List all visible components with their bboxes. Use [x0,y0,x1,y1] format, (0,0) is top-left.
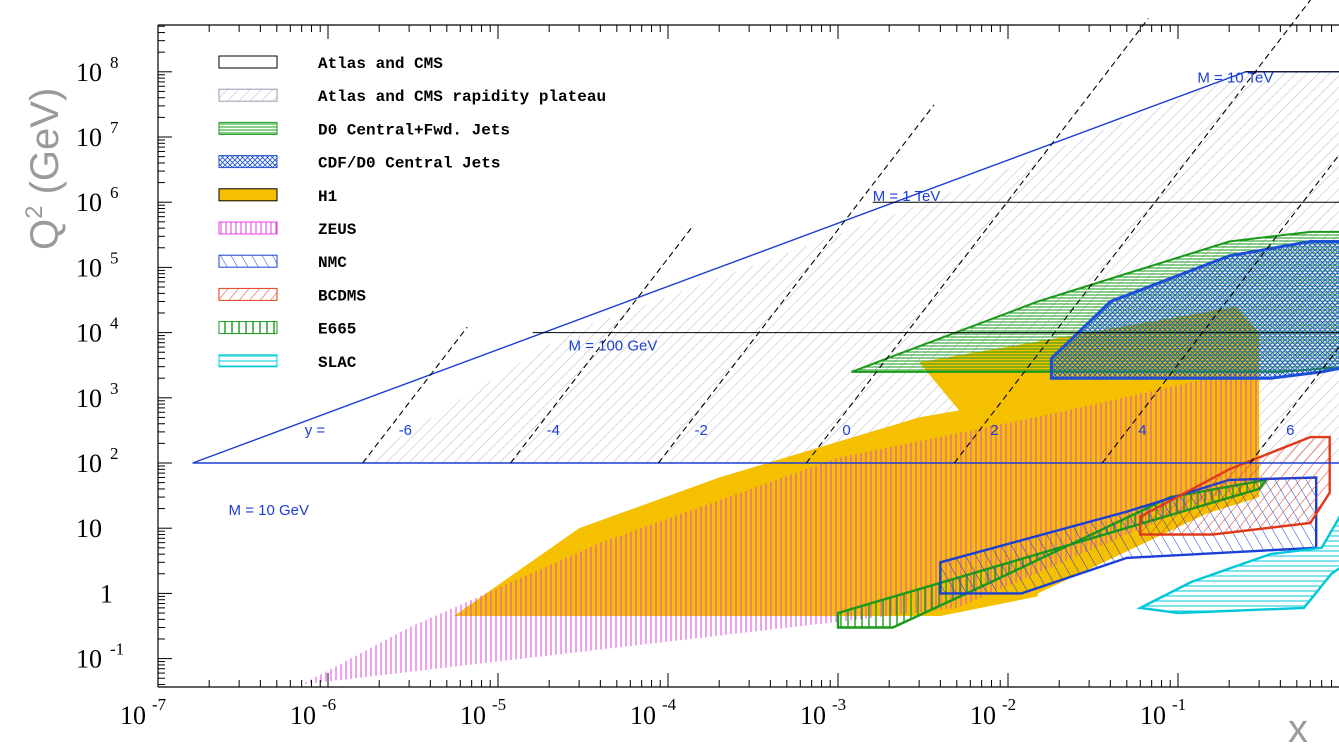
legend-swatch [218,55,278,69]
legend-item: ZEUS [218,221,357,239]
legend-label: Atlas and CMS [318,55,443,73]
legend-label: ZEUS [318,221,357,239]
mass-line-label: M = 100 GeV [569,338,658,355]
legend-item: H1 [218,188,337,206]
x-tick-label: 10 -5 [460,695,506,730]
legend-swatch [218,221,278,235]
legend-swatch [218,354,278,368]
rapidity-label: 4 [1138,422,1146,439]
mass-lines: M = 10 GeV M = 100 GeV M = 1 TeV M = 10 TeV [192,70,1339,519]
y-tick-label: 10 5 [76,248,119,282]
rapidity-label: -6 [399,422,412,439]
legend-swatch [218,121,278,135]
legend-swatch [218,254,278,268]
rapidity-line [658,104,935,464]
legend-swatch [218,155,278,169]
legend-label: H1 [318,188,337,206]
y-tick-label: 1 [100,579,113,608]
legend: Atlas and CMS Atlas and CMS rapidity plat… [218,55,606,372]
legend-item: Atlas and CMS rapidity plateau [218,88,606,106]
legend-item: SLAC [218,354,357,372]
legend-item: BCDMS [218,287,366,305]
bcdms-region [1139,435,1331,536]
legend-item: NMC [218,254,347,272]
legend-label: D0 Central+Fwd. Jets [318,121,510,139]
rapidity-variable-label: y = [305,422,326,439]
y-tick-label: 10 [76,514,102,543]
x-axis-ticks: 10 -7 10 -6 10 -5 10 -4 10 -3 10 -2 10 -1 [120,25,1333,730]
x-tick-label: 10 -4 [630,695,677,730]
y-axis-title: Q2 (GeV) [21,88,67,250]
mass-line-label: M = 10 TeV [1197,70,1273,87]
rapidity-line [953,0,1312,464]
y-tick-label: 10 -1 [76,640,124,674]
legend-item: E665 [218,321,356,339]
y-tick-label: 10 2 [76,444,119,478]
x-tick-label: 10 -6 [290,695,336,730]
legend-swatch [218,188,278,202]
legend-label: NMC [318,254,347,272]
y-tick-label: 10 3 [76,379,119,413]
legend-item: Atlas and CMS [218,55,443,73]
rapidity-label: 2 [990,422,998,439]
x-tick-label: 10 -3 [800,695,846,730]
zeus-region [301,366,1260,685]
cdf-d0-jets-region [1049,240,1339,380]
legend-swatch [218,321,278,335]
rapidity-label: -2 [695,422,708,439]
slac-region [1136,515,1339,615]
legend-item: CDF/D0 Central Jets [218,155,500,173]
kinematic-regions [192,71,1339,685]
y-tick-label: 10 8 [76,53,119,87]
plot-frame [157,24,1339,688]
x-tick-label: 10 -2 [970,695,1016,730]
x-tick-label: 10 -1 [1140,695,1186,730]
legend-swatch [218,88,278,102]
x-axis-title: x [1288,707,1308,745]
y-tick-label: 10 6 [76,183,119,217]
x-tick-label: 10 -7 [120,695,167,730]
legend-label: CDF/D0 Central Jets [318,155,500,173]
legend-label: Atlas and CMS rapidity plateau [318,88,606,106]
legend-item: D0 Central+Fwd. Jets [218,121,510,139]
legend-label: E665 [318,321,356,339]
rapidity-label: 6 [1286,422,1294,439]
rapidity-label: -4 [547,422,560,439]
legend-swatch [218,287,278,301]
mass-line-label: M = 10 GeV [229,502,309,519]
y-tick-label: 10 7 [76,118,119,152]
legend-label: SLAC [318,354,357,372]
mass-line-label: M = 1 TeV [873,188,941,205]
y-tick-label: 10 4 [76,314,119,348]
rapidity-label: 0 [842,422,850,439]
rapidity-line [805,18,1149,464]
legend-label: BCDMS [318,287,366,305]
rapidity-line [362,326,468,464]
rapidity-lines: -6 -4 -2 0 2 4 6 y = [305,0,1339,464]
